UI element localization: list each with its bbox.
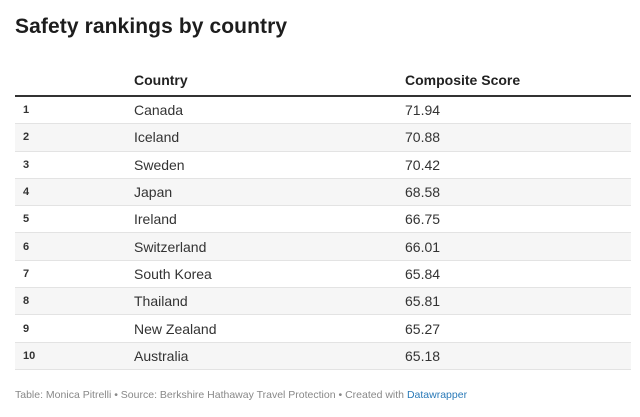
source-footer: Table: Monica Pitrelli • Source: Berkshi… bbox=[15, 389, 467, 401]
score-cell: 71.94 bbox=[405, 96, 631, 125]
country-cell: Ireland bbox=[134, 205, 405, 234]
country-cell: Thailand bbox=[134, 287, 405, 316]
score-cell: 70.42 bbox=[405, 151, 631, 179]
score-cell: 66.01 bbox=[405, 232, 631, 261]
country-cell: South Korea bbox=[134, 260, 405, 289]
score-cell: 68.58 bbox=[405, 178, 631, 207]
score-cell: 65.84 bbox=[405, 260, 631, 289]
table-row: 2 Iceland 70.88 bbox=[15, 123, 631, 152]
page-title: Safety rankings by country bbox=[15, 15, 288, 38]
score-cell: 66.75 bbox=[405, 205, 631, 234]
rank-cell: 6 bbox=[15, 232, 134, 261]
table-row: 7 South Korea 65.84 bbox=[15, 260, 631, 289]
country-cell: Canada bbox=[134, 96, 405, 125]
ranking-table: Country Composite Score 1 Canada 71.94 2… bbox=[15, 64, 631, 370]
rank-cell: 2 bbox=[15, 123, 134, 152]
table-row: 8 Thailand 65.81 bbox=[15, 287, 631, 316]
rank-cell: 7 bbox=[15, 260, 134, 289]
country-cell: Australia bbox=[134, 342, 405, 370]
rank-cell: 5 bbox=[15, 205, 134, 234]
country-cell: New Zealand bbox=[134, 314, 405, 343]
rank-cell: 3 bbox=[15, 151, 134, 179]
rank-cell: 4 bbox=[15, 178, 134, 207]
score-cell: 70.88 bbox=[405, 123, 631, 152]
column-header-rank[interactable] bbox=[15, 64, 134, 97]
rank-cell: 9 bbox=[15, 314, 134, 343]
table-row: 9 New Zealand 65.27 bbox=[15, 314, 631, 343]
rank-cell: 8 bbox=[15, 287, 134, 316]
column-header-score[interactable]: Composite Score bbox=[405, 64, 631, 97]
table-row: 1 Canada 71.94 bbox=[15, 96, 631, 125]
table-row: 10 Australia 65.18 bbox=[15, 342, 631, 370]
rank-cell: 10 bbox=[15, 342, 134, 370]
score-cell: 65.27 bbox=[405, 314, 631, 343]
country-cell: Switzerland bbox=[134, 232, 405, 261]
table-row: 6 Switzerland 66.01 bbox=[15, 232, 631, 261]
table-row: 3 Sweden 70.42 bbox=[15, 151, 631, 179]
country-cell: Iceland bbox=[134, 123, 405, 152]
datawrapper-link[interactable]: Datawrapper bbox=[406, 389, 468, 401]
score-cell: 65.18 bbox=[405, 342, 631, 370]
table-row: 4 Japan 68.58 bbox=[15, 178, 631, 207]
table-row: 5 Ireland 66.75 bbox=[15, 205, 631, 234]
table-header-row: Country Composite Score bbox=[15, 64, 631, 97]
country-cell: Sweden bbox=[134, 151, 405, 179]
footer-text: Table: Monica Pitrelli • Source: Berkshi… bbox=[15, 389, 405, 401]
score-cell: 65.81 bbox=[405, 287, 631, 316]
column-header-country[interactable]: Country bbox=[134, 64, 405, 97]
rank-cell: 1 bbox=[15, 96, 134, 125]
country-text: Ireland bbox=[134, 211, 177, 228]
country-cell: Japan bbox=[134, 178, 405, 207]
